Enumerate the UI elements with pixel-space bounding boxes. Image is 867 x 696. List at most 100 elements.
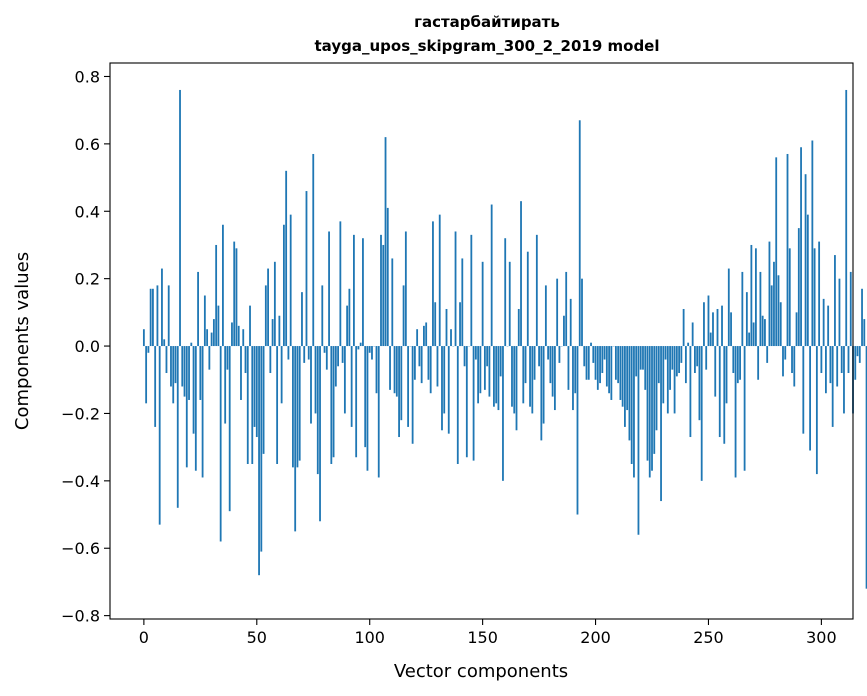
bar-component-7: [158, 346, 161, 525]
bar-component-175: [538, 346, 540, 367]
bar-component-99: [366, 346, 369, 471]
bar-component-34: [219, 346, 222, 542]
bar-component-149: [479, 346, 482, 394]
bar-component-81: [325, 346, 328, 370]
bar-component-222: [644, 346, 647, 390]
x-tick-label: 250: [693, 628, 724, 647]
bar-component-291: [800, 147, 802, 347]
bar-component-70: [301, 292, 303, 347]
bar-component-264: [739, 346, 741, 380]
bar-component-27: [203, 295, 206, 347]
bar-component-288: [793, 346, 796, 387]
bar-component-290: [797, 228, 800, 347]
bar-component-318: [861, 288, 863, 347]
bar-component-251: [709, 332, 712, 347]
bar-component-294: [806, 214, 809, 347]
bar-component-71: [303, 346, 306, 363]
bar-component-53: [262, 346, 265, 454]
bar-component-232: [666, 346, 669, 414]
bar-component-236: [675, 346, 678, 377]
bar-component-41: [235, 248, 238, 347]
bar-component-119: [411, 346, 414, 444]
bar-component-4: [152, 288, 154, 347]
bar-component-219: [637, 346, 640, 535]
bar-component-296: [811, 140, 814, 347]
bar-component-311: [845, 89, 848, 347]
bar-component-75: [312, 153, 315, 347]
bar-component-319: [863, 319, 866, 347]
bar-component-78: [319, 346, 321, 522]
y-axis-ticks: 0.8 0.6 0.4 0.2 0.0 −0.2 −0.4 −0.6 −0.8: [61, 67, 110, 626]
bar-component-178: [544, 285, 547, 347]
bar-component-169: [524, 346, 527, 384]
bar-component-241: [687, 342, 690, 347]
bar-component-297: [813, 248, 816, 347]
bar-component-29: [208, 346, 211, 370]
bar-component-289: [795, 312, 798, 347]
bar-component-21: [190, 342, 193, 347]
bar-component-181: [551, 346, 554, 397]
bar-component-30: [210, 332, 213, 347]
bar-component-19: [185, 346, 188, 468]
bar-component-87: [339, 221, 342, 347]
bar-component-242: [689, 346, 692, 438]
bar-component-145: [470, 234, 473, 347]
bar-component-110: [391, 258, 394, 347]
bar-component-63: [285, 170, 288, 347]
bar-component-210: [617, 346, 620, 384]
bar-component-284: [784, 346, 787, 360]
bar-component-62: [282, 224, 285, 347]
bar-component-204: [603, 346, 606, 360]
bar-component-76: [314, 346, 317, 414]
bar-component-257: [723, 346, 726, 444]
bar-component-88: [341, 346, 344, 363]
bar-component-202: [599, 346, 601, 384]
bar-component-148: [477, 346, 480, 404]
bar-component-209: [614, 346, 617, 380]
bar-component-167: [520, 201, 522, 347]
bar-component-136: [450, 329, 452, 347]
bar-component-111: [393, 346, 396, 394]
bar-component-9: [163, 339, 166, 347]
bar-component-168: [522, 346, 525, 404]
bar-component-261: [732, 346, 735, 374]
bar-component-25: [199, 346, 202, 400]
bar-component-273: [759, 271, 762, 347]
bar-component-172: [531, 346, 534, 414]
y-tick-label: −0.6: [61, 539, 100, 558]
bar-component-186: [563, 315, 565, 347]
bar-component-217: [633, 346, 635, 478]
y-tick-label: −0.2: [61, 404, 100, 423]
bar-component-248: [703, 302, 705, 347]
bar-component-85: [334, 346, 337, 387]
bar-component-164: [513, 346, 516, 414]
bar-component-283: [782, 346, 784, 377]
bar-component-255: [718, 346, 721, 438]
bar-component-194: [581, 278, 583, 347]
bar-component-308: [838, 278, 841, 347]
bars-group: [142, 89, 867, 589]
bar-component-0: [142, 329, 145, 347]
bar-component-57: [271, 319, 274, 347]
bar-component-300: [820, 346, 823, 374]
bar-component-60: [278, 315, 281, 347]
bar-component-285: [786, 153, 789, 347]
bar-component-277: [768, 241, 771, 347]
x-tick-label: 300: [806, 628, 837, 647]
bar-component-215: [628, 346, 631, 441]
bar-component-95: [357, 346, 360, 350]
bar-component-43: [240, 346, 242, 400]
bar-component-153: [488, 346, 491, 397]
bar-component-218: [635, 346, 638, 377]
bar-component-158: [499, 346, 502, 377]
bar-component-59: [276, 346, 279, 464]
bar-component-189: [569, 298, 572, 347]
bar-component-187: [565, 271, 568, 347]
bar-component-216: [630, 346, 633, 464]
bar-component-89: [343, 346, 346, 414]
bar-component-213: [624, 346, 626, 427]
bar-component-252: [712, 312, 714, 347]
bar-component-183: [556, 278, 559, 347]
bar-component-109: [389, 346, 391, 390]
bar-component-18: [183, 346, 186, 397]
